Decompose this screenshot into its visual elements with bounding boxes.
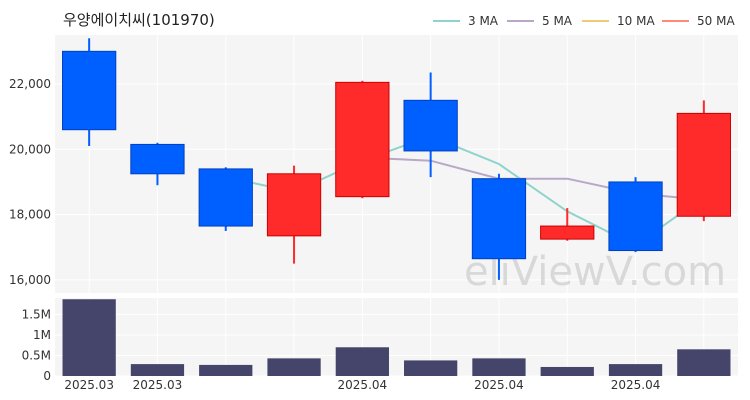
volume-bar: [540, 366, 594, 376]
price-ytick-label: 16,000: [9, 273, 51, 287]
candle-body: [62, 50, 117, 131]
xtick-label: 2025.03: [64, 378, 114, 392]
legend-label-50ma: 50 MA: [697, 14, 735, 28]
xtick-label: 2025.03: [133, 378, 183, 392]
volume-bar: [62, 299, 116, 376]
legend-swatch-5ma: [507, 20, 534, 22]
volume-bar: [335, 347, 389, 376]
volume-panel: 0 0.5M 1M 1.5M 2025.03 2025.03 2025.04 2025.04 2…: [22, 298, 738, 392]
volume-bar: [608, 364, 663, 376]
legend-swatch-3ma: [433, 20, 460, 22]
candle-body: [608, 181, 663, 252]
volume-bar: [677, 349, 731, 376]
candle-body: [130, 143, 185, 175]
xtick-label: 2025.04: [611, 378, 661, 392]
candle-body: [198, 168, 253, 227]
price-ytick-label: 20,000: [9, 142, 51, 156]
price-ytick-label: 18,000: [9, 208, 51, 222]
volume-ytick-label: 1.5M: [22, 307, 51, 321]
volume-bar: [404, 360, 458, 376]
volume-bar: [199, 364, 253, 376]
candle-body: [403, 99, 458, 152]
legend-label-3ma: 3 MA: [468, 14, 499, 28]
legend-label-5ma: 5 MA: [542, 14, 573, 28]
volume-ytick-label: 0: [43, 369, 51, 383]
candle-body: [266, 173, 322, 237]
legend-item-10ma[interactable]: 10 MA: [582, 14, 655, 28]
chart-title: 우양에이치씨(101970): [63, 11, 215, 29]
volume-bar: [472, 358, 526, 376]
legend-label-10ma: 10 MA: [617, 14, 655, 28]
legend-item-3ma[interactable]: 3 MA: [433, 14, 498, 28]
legend-swatch-50ma: [662, 20, 689, 22]
volume-bar: [267, 358, 321, 376]
candle-body: [471, 178, 527, 260]
legend-item-50ma[interactable]: 50 MA: [662, 14, 735, 28]
candle-body: [676, 112, 731, 217]
candle-body: [540, 225, 595, 240]
volume-ytick-label: 0.5M: [22, 348, 51, 362]
volume-bar: [130, 364, 185, 376]
volume-plot-background: [55, 298, 738, 376]
legend-item-5ma[interactable]: 5 MA: [507, 14, 572, 28]
xtick-label: 2025.04: [474, 378, 524, 392]
legend-swatch-10ma: [582, 20, 609, 22]
price-ytick-label: 22,000: [9, 77, 51, 91]
volume-ytick-label: 1M: [33, 328, 51, 342]
xtick-label: 2025.04: [338, 378, 388, 392]
candle-body: [335, 81, 390, 198]
